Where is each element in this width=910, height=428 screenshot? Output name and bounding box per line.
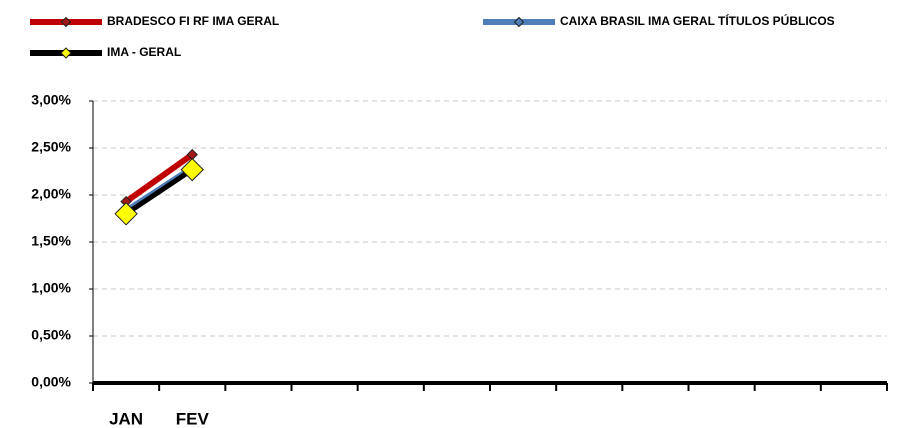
y-tick-label: 2,50%	[31, 139, 71, 155]
legend-label: BRADESCO FI RF IMA GERAL	[107, 14, 279, 28]
y-tick-label: 2,00%	[31, 186, 71, 202]
y-tick-label: 0,50%	[31, 327, 71, 343]
y-tick-label: 1,50%	[31, 233, 71, 249]
x-tick-label: JAN	[109, 409, 143, 428]
legend-label: CAIXA BRASIL IMA GERAL TÍTULOS PÚBLICOS	[560, 13, 835, 28]
x-tick-label: FEV	[176, 409, 210, 428]
series-line	[124, 152, 194, 205]
y-tick-label: 0,00%	[31, 374, 71, 390]
legend-marker	[513, 16, 525, 28]
legend-label: IMA - GERAL	[107, 45, 181, 59]
point-marker	[114, 202, 138, 226]
legend-marker	[60, 16, 72, 28]
y-tick-label: 3,00%	[31, 92, 71, 108]
y-tick-label: 1,00%	[31, 280, 71, 296]
series-line	[124, 167, 194, 216]
legend-marker	[60, 47, 72, 59]
point-marker	[180, 157, 204, 182]
